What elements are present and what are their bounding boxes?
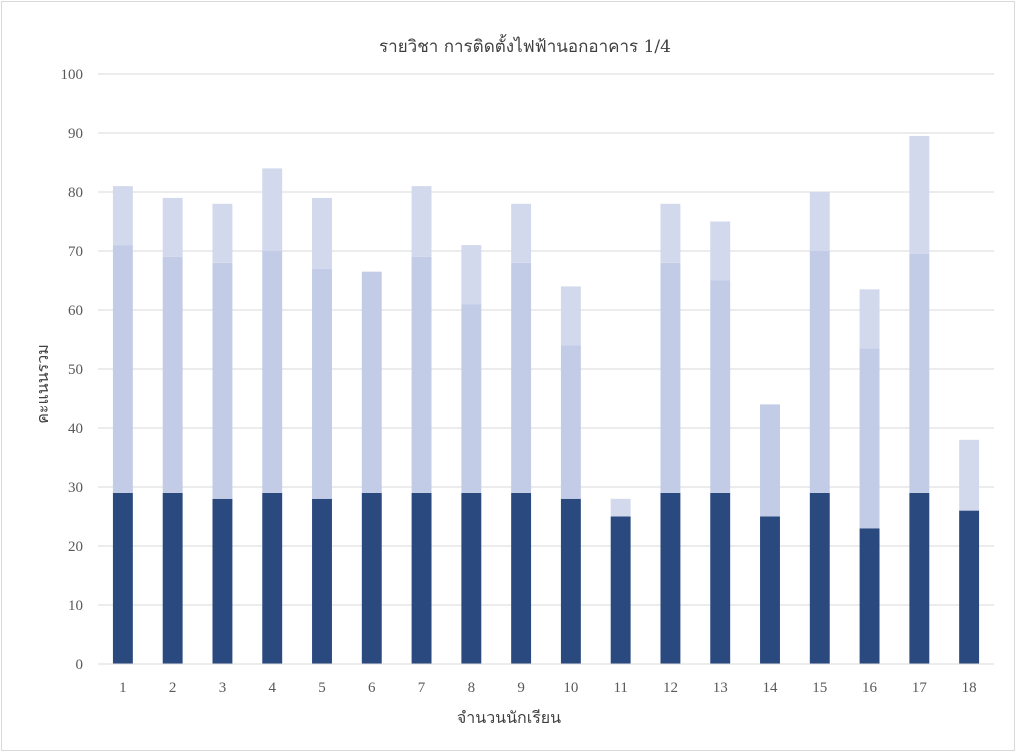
- x-tick-label: 16: [862, 680, 878, 696]
- x-tick-label: 8: [468, 680, 476, 696]
- bar-segment-series-3: [809, 192, 830, 251]
- bar-segment-series-2: [212, 262, 233, 499]
- bar-segment-series-1: [809, 492, 830, 664]
- chart-title: รายวิชา การติดตั้งไฟฟ้านอกอาคาร 1/4: [379, 34, 671, 57]
- bar-segment-series-1: [112, 492, 133, 664]
- bar-segment-series-1: [610, 516, 631, 664]
- bar-segment-series-1: [262, 492, 283, 664]
- y-tick-label: 40: [68, 421, 83, 437]
- y-tick-label: 20: [68, 539, 83, 555]
- x-tick-label: 1: [119, 680, 127, 696]
- bar-segment-series-3: [610, 498, 631, 517]
- bar-segment-series-3: [859, 289, 880, 349]
- bar-segment-series-2: [262, 251, 283, 493]
- gridlines: [98, 73, 994, 606]
- y-tick-label: 60: [68, 303, 83, 319]
- bar-segment-series-1: [909, 492, 930, 664]
- x-tick-label: 6: [368, 680, 376, 696]
- bar-segment-series-1: [461, 492, 482, 664]
- y-tick-label: 90: [68, 126, 83, 142]
- bar-segment-series-2: [560, 345, 581, 499]
- x-tick-label: 15: [812, 680, 827, 696]
- y-tick-label: 30: [68, 480, 83, 496]
- bar-segment-series-1: [560, 498, 581, 664]
- bar-segment-series-3: [411, 186, 432, 257]
- bar-segment-series-2: [411, 256, 432, 493]
- bar-segment-series-3: [262, 168, 283, 251]
- x-tick-label: 11: [613, 680, 627, 696]
- bar-segment-series-2: [660, 262, 681, 493]
- x-tick-label: 17: [912, 680, 928, 696]
- bars: [112, 135, 980, 664]
- y-axis-ticks: 0 10 20 30 40 50 60 70 80 90 100: [61, 67, 84, 673]
- bar-segment-series-1: [959, 510, 980, 664]
- y-tick-label: 70: [68, 244, 83, 260]
- bar-segment-series-3: [162, 197, 183, 257]
- y-tick-label: 50: [68, 362, 83, 378]
- bar-segment-series-1: [212, 498, 233, 664]
- x-tick-label: 10: [563, 680, 578, 696]
- bar-segment-series-3: [959, 439, 980, 511]
- y-tick-label: 10: [68, 598, 83, 614]
- bar-segment-series-2: [760, 404, 780, 517]
- bar-segment-series-2: [312, 268, 332, 499]
- bar-segment-series-2: [859, 348, 880, 529]
- x-tick-label: 3: [219, 680, 227, 696]
- bar-segment-series-3: [511, 203, 532, 263]
- bar-segment-series-3: [312, 197, 332, 269]
- bar-segment-series-1: [660, 492, 681, 664]
- y-tick-label: 100: [61, 67, 84, 83]
- bar-segment-series-2: [809, 251, 830, 493]
- bar-segment-series-3: [660, 203, 681, 263]
- x-tick-label: 5: [318, 680, 326, 696]
- bar-segment-series-1: [859, 528, 880, 664]
- x-tick-label: 2: [169, 680, 177, 696]
- bar-segment-series-1: [710, 492, 731, 664]
- bar-segment-series-1: [511, 492, 532, 664]
- bar-segment-series-1: [312, 498, 332, 664]
- bar-segment-series-1: [162, 492, 183, 664]
- bar-segment-series-2: [361, 271, 382, 493]
- x-tick-label: 18: [962, 680, 977, 696]
- x-tick-label: 14: [763, 680, 779, 696]
- bar-segment-series-3: [710, 221, 731, 281]
- bar-segment-series-3: [461, 245, 482, 305]
- y-tick-label: 0: [76, 657, 84, 673]
- bar-segment-series-2: [710, 280, 731, 493]
- bar-segment-series-1: [411, 492, 432, 664]
- bar-segment-series-2: [511, 262, 532, 493]
- x-axis-ticks: 1 2 3 4 5 6 7 8 9 10 11 12 13 14 15 16 17 18: [119, 680, 976, 696]
- y-tick-label: 80: [68, 185, 83, 201]
- bar-segment-series-2: [162, 256, 183, 493]
- x-tick-label: 4: [268, 680, 276, 696]
- y-axis-label: คะแนนรวม: [33, 344, 52, 424]
- bar-segment-series-1: [760, 516, 780, 664]
- bar-segment-series-2: [461, 304, 482, 493]
- bar-segment-series-2: [909, 253, 930, 493]
- x-tick-label: 7: [418, 680, 426, 696]
- bar-segment-series-2: [112, 245, 133, 493]
- bar-segment-series-3: [112, 186, 133, 246]
- x-tick-label: 12: [663, 680, 678, 696]
- bar-segment-series-3: [560, 286, 581, 346]
- bar-segment-series-3: [909, 135, 930, 254]
- x-axis-label: จำนวนนักเรียน: [457, 708, 561, 727]
- x-tick-label: 13: [713, 680, 728, 696]
- x-tick-label: 9: [517, 680, 525, 696]
- bar-segment-series-3: [212, 203, 233, 263]
- bar-segment-series-1: [361, 492, 382, 664]
